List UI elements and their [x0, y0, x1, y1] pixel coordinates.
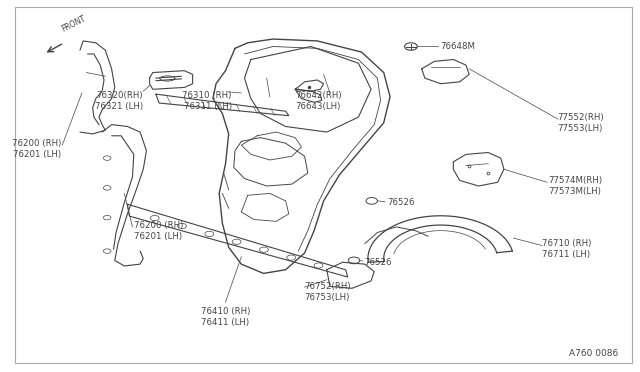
Text: 76200 (RH)
76201 (LH): 76200 (RH) 76201 (LH): [134, 221, 183, 241]
Text: 76648M: 76648M: [441, 42, 476, 51]
Text: 76200 (RH)
76201 (LH): 76200 (RH) 76201 (LH): [12, 139, 61, 159]
Text: 77574M(RH)
77573M(LH): 77574M(RH) 77573M(LH): [548, 176, 602, 196]
Text: 77552(RH)
77553(LH): 77552(RH) 77553(LH): [557, 113, 604, 133]
Text: 76410 (RH)
76411 (LH): 76410 (RH) 76411 (LH): [201, 307, 250, 327]
Text: 76752(RH)
76753(LH): 76752(RH) 76753(LH): [305, 282, 351, 302]
Text: FRONT: FRONT: [60, 14, 87, 33]
Text: 76710 (RH)
76711 (LH): 76710 (RH) 76711 (LH): [542, 239, 591, 259]
Text: 76642(RH)
76643(LH): 76642(RH) 76643(LH): [295, 91, 342, 111]
Text: 76320(RH)
76321 (LH): 76320(RH) 76321 (LH): [95, 91, 143, 111]
Text: 76526: 76526: [365, 258, 392, 267]
Text: A760 0086: A760 0086: [568, 349, 618, 358]
Text: 76526: 76526: [387, 198, 414, 207]
Text: 76310 (RH)
76311 (LH): 76310 (RH) 76311 (LH): [182, 91, 232, 111]
